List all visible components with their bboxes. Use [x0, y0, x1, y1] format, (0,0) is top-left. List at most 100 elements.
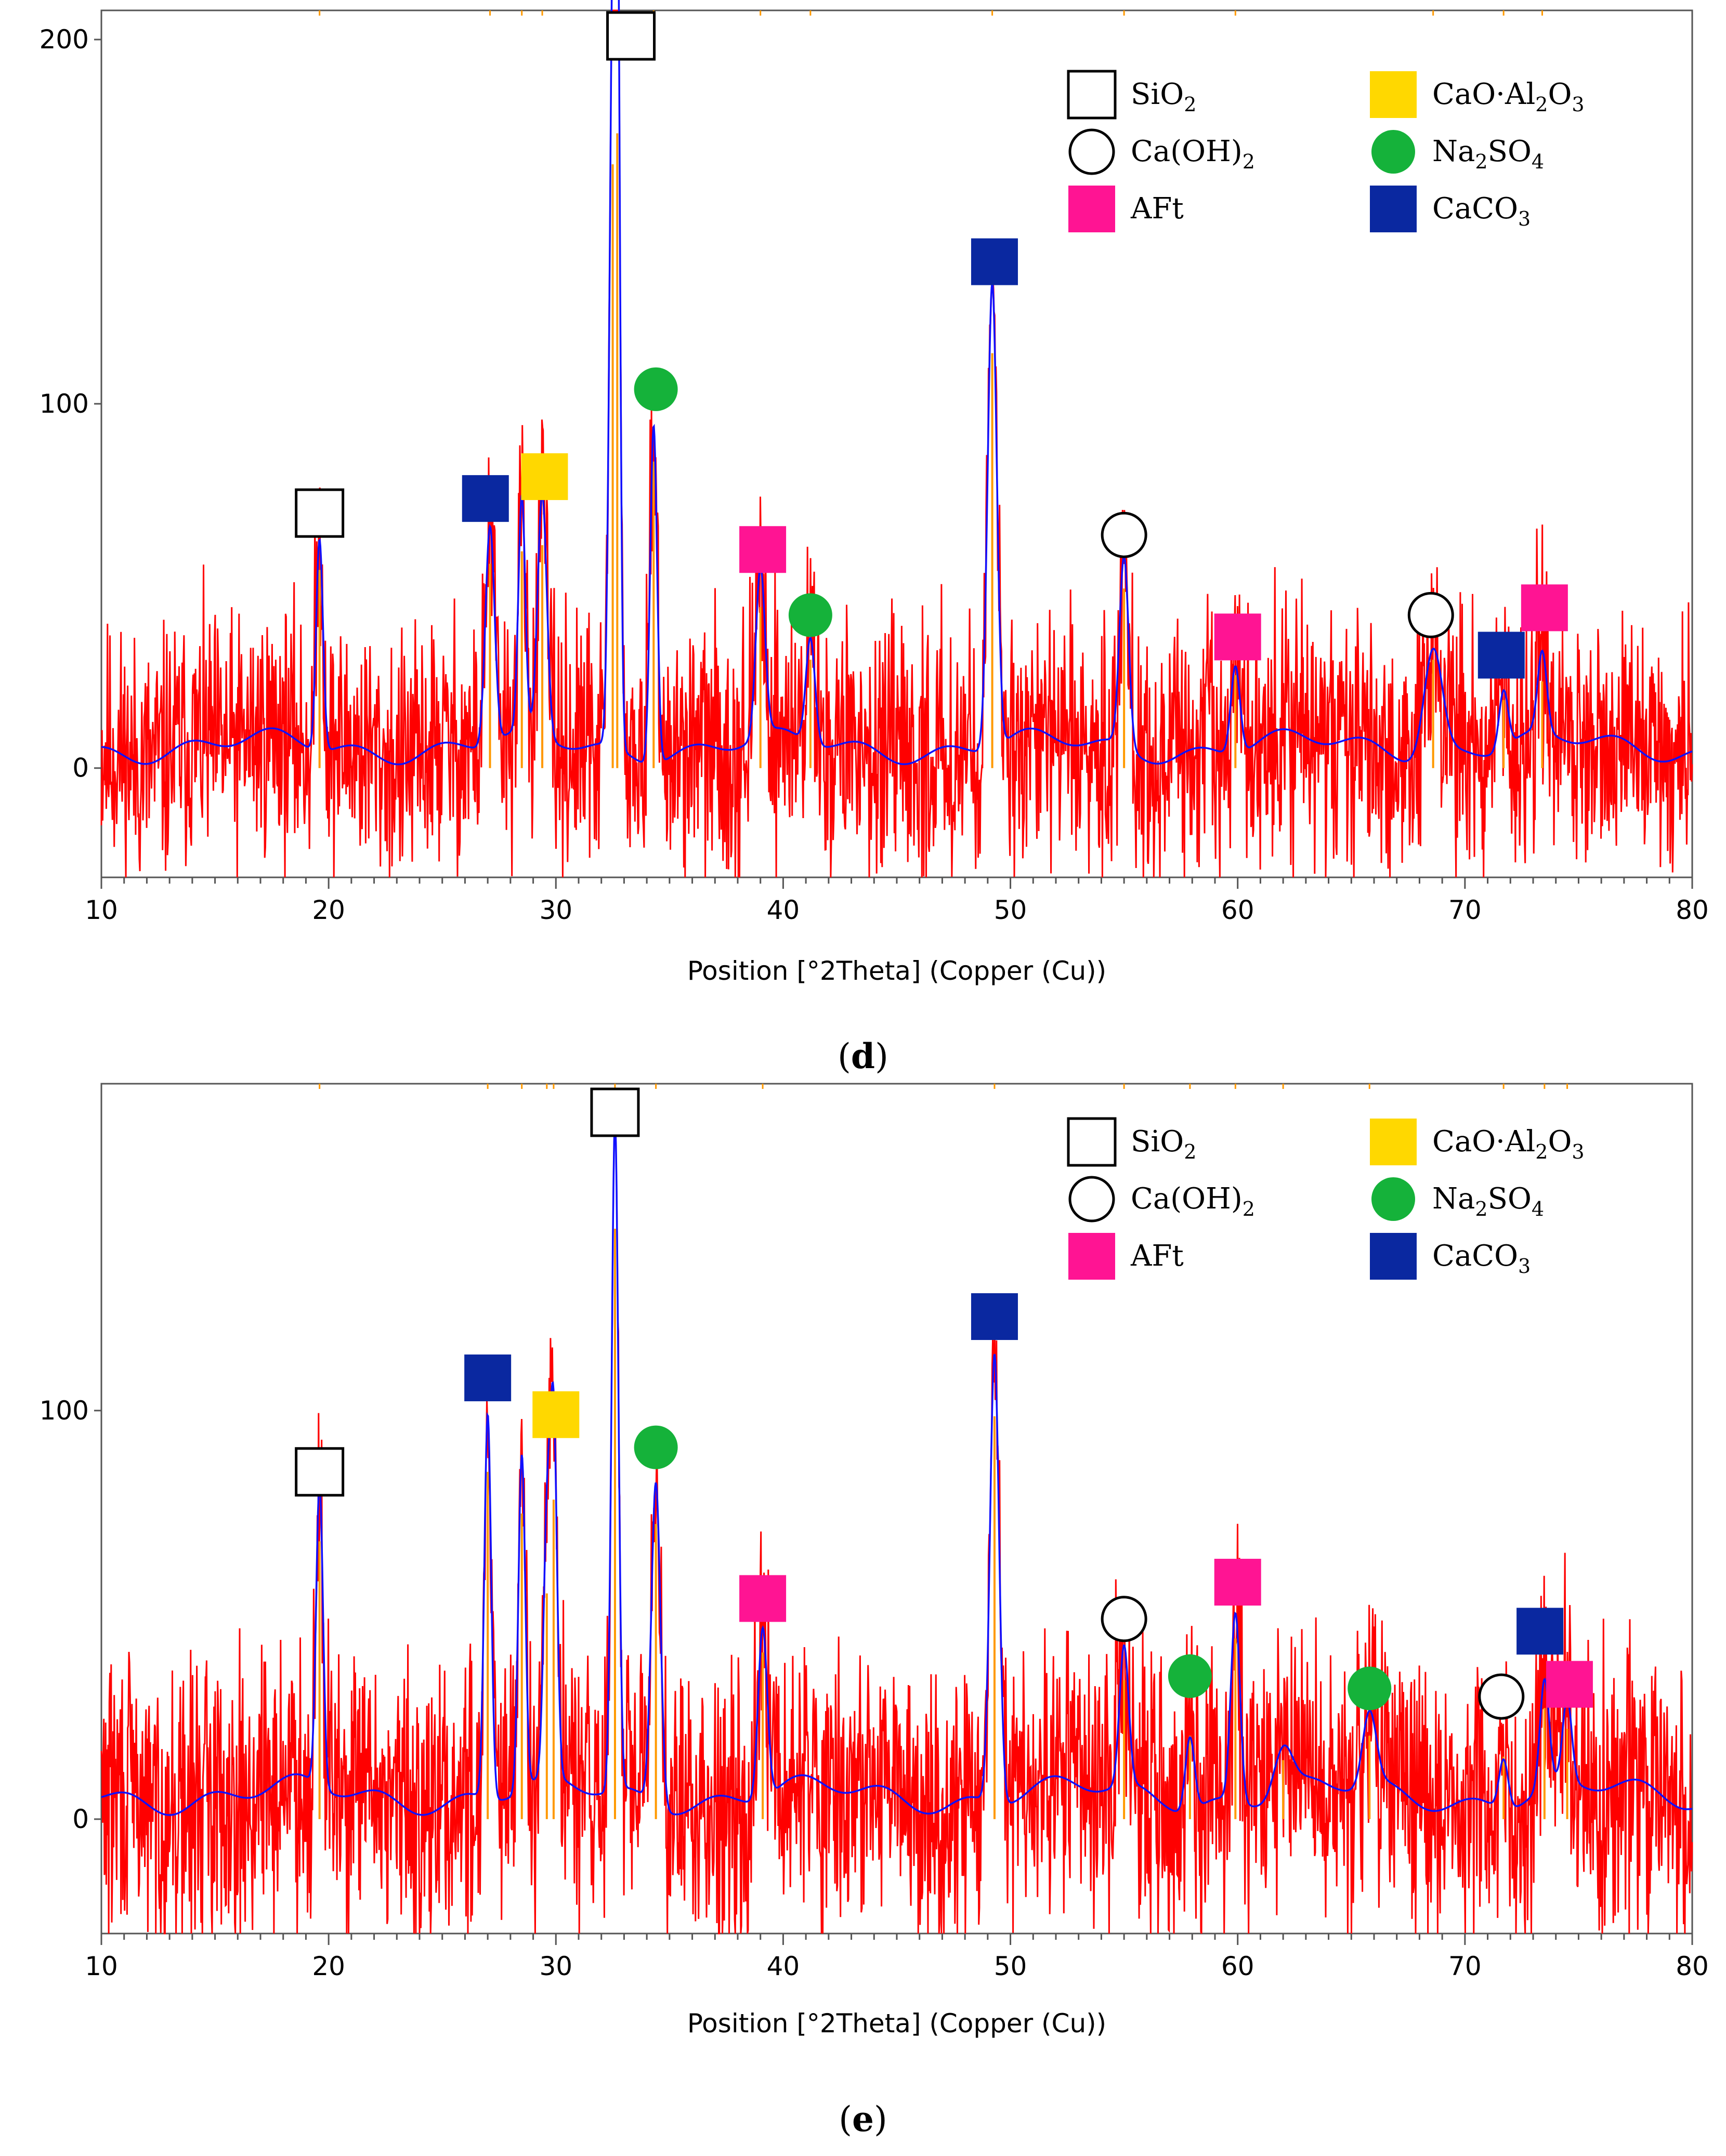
legend-item-caoal2o3: CaO·Al2O3	[1370, 1119, 1585, 1165]
legend-label: Ca(OH)2	[1131, 135, 1255, 173]
legend-label-part: 3	[1518, 207, 1531, 230]
marker-caco3	[462, 475, 509, 522]
legend-label-part: CaCO	[1432, 1239, 1518, 1273]
legend-item-aft: AFt	[1068, 1233, 1184, 1280]
marker-aft	[739, 1575, 787, 1622]
marker-caco3	[464, 1354, 512, 1401]
legend-label-part: 2	[1475, 1198, 1487, 1220]
legend-item-sio2: SiO2	[1067, 1117, 1196, 1167]
x-tick-label: 80	[1676, 895, 1709, 925]
legend-item-caco3: CaCO3	[1370, 1233, 1531, 1280]
marker-na2so4	[1168, 1654, 1212, 1698]
legend-marker-caoal2o3	[1370, 1119, 1417, 1165]
marker-caco3	[971, 238, 1018, 285]
y-tick-label: 100	[40, 389, 89, 419]
legend-label-part: CaO·Al	[1432, 77, 1535, 111]
x-tick-label: 70	[1448, 895, 1482, 925]
marker-sio2	[590, 1087, 640, 1137]
legend-label-part: O	[1548, 1125, 1572, 1159]
legend-label-part: Ca(OH)	[1131, 1182, 1243, 1216]
marker-caoal2o3	[532, 1391, 580, 1438]
legend-item-sio2: SiO2	[1067, 70, 1196, 120]
legend-label-part: 4	[1532, 150, 1544, 173]
legend-label-part: CaO·Al	[1432, 1125, 1535, 1159]
legend-marker-caoh2	[1068, 128, 1115, 175]
legend-label: CaO·Al2O3	[1432, 1125, 1585, 1163]
legend-marker-caco3	[1370, 186, 1417, 232]
marker-caco3	[1516, 1608, 1564, 1655]
legend-label-part: SO	[1488, 135, 1532, 168]
legend-label-part: 2	[1243, 150, 1255, 173]
legend-label-part: 2	[1475, 150, 1487, 173]
legend-marker-caco3	[1370, 1233, 1417, 1280]
legend-item-caoh2: Ca(OH)2	[1068, 128, 1255, 175]
panel-label-d: (d)	[838, 1036, 888, 1076]
panel-d: 0 100 200 10 20 30 40 50 60 70 80 Position [°2Theta…	[40, 0, 1709, 986]
x-axis-title: Position [°2Theta] (Copper (Cu))	[687, 2008, 1106, 2039]
panel-label-e: (e)	[839, 2099, 887, 2139]
x-tick-label: 80	[1676, 1951, 1709, 1981]
marker-aft	[739, 526, 787, 573]
marker-caco3	[1477, 632, 1525, 679]
legend-item-caoal2o3: CaO·Al2O3	[1370, 71, 1585, 118]
legend-label-part: 2	[1535, 93, 1548, 116]
x-tick-label: 30	[539, 1951, 572, 1981]
legend-label: SiO2	[1131, 77, 1196, 116]
legend-label-part: CaCO	[1432, 192, 1518, 226]
marker-caoal2o3	[521, 453, 568, 501]
marker-sio2	[295, 1447, 345, 1497]
legend-marker-aft	[1068, 186, 1115, 232]
marker-sio2	[295, 488, 345, 538]
x-tick-label: 60	[1221, 1951, 1254, 1981]
marker-caoh2	[1101, 1596, 1147, 1642]
legend-marker-caoh2	[1068, 1176, 1115, 1222]
legend-label-part: Ca(OH)	[1131, 135, 1243, 168]
legend-label-part: 2	[1243, 1198, 1255, 1220]
legend-label-part: SiO	[1131, 1125, 1184, 1159]
marker-aft	[1546, 1661, 1593, 1708]
legend-marker-aft	[1068, 1233, 1115, 1280]
legend-label: CaCO3	[1432, 192, 1531, 230]
legend-label-part: 3	[1572, 1140, 1584, 1163]
legend-item-caco3: CaCO3	[1370, 186, 1531, 232]
x-tick-label: 60	[1221, 895, 1254, 925]
marker-caoh2	[1407, 591, 1454, 638]
fit-series	[101, 1121, 1693, 1816]
x-tick-label: 70	[1448, 1951, 1482, 1981]
legend-item-na2so4: Na2SO4	[1371, 1177, 1544, 1221]
marker-na2so4	[634, 367, 678, 411]
x-tick-label: 40	[767, 895, 800, 925]
legend-label-part: Na	[1432, 135, 1475, 168]
x-tick-label: 50	[994, 895, 1027, 925]
legend-label-part: SO	[1488, 1182, 1532, 1216]
panel-e: 0 100 10 20 30 40 50 60 70 80 Position [°2Theta] (…	[40, 1083, 1709, 2039]
legend-label: SiO2	[1131, 1125, 1196, 1163]
marker-sio2	[606, 11, 656, 61]
x-tick-label: 30	[539, 895, 572, 925]
legend-label: Na2SO4	[1432, 1182, 1544, 1220]
legend-label: AFt	[1130, 192, 1184, 226]
legend-item-na2so4: Na2SO4	[1371, 130, 1544, 174]
legend-label-part: 2	[1184, 93, 1196, 116]
legend-item-caoh2: Ca(OH)2	[1068, 1176, 1255, 1222]
legend-marker-caoal2o3	[1370, 71, 1417, 118]
legend-marker-na2so4	[1371, 1177, 1415, 1221]
marker-na2so4	[634, 1425, 678, 1469]
legend-marker-sio2	[1067, 1117, 1117, 1167]
marker-aft	[1214, 613, 1261, 661]
x-tick-label: 10	[85, 1951, 118, 1981]
marker-na2so4	[1348, 1666, 1392, 1711]
panel-label-e-letter: e	[852, 2099, 874, 2139]
y-tick-label: 0	[72, 1804, 89, 1834]
x-tick-label: 40	[767, 1951, 800, 1981]
y-tick-label: 100	[40, 1396, 89, 1426]
marker-na2so4	[788, 593, 832, 637]
legend-label-part: 3	[1572, 93, 1584, 116]
legend-marker-sio2	[1067, 70, 1117, 120]
legend-label-part: O	[1548, 77, 1572, 111]
legend-label-part: AFt	[1130, 192, 1184, 226]
legend-label-part: 2	[1184, 1140, 1196, 1163]
legend-label-part: 4	[1532, 1198, 1544, 1220]
